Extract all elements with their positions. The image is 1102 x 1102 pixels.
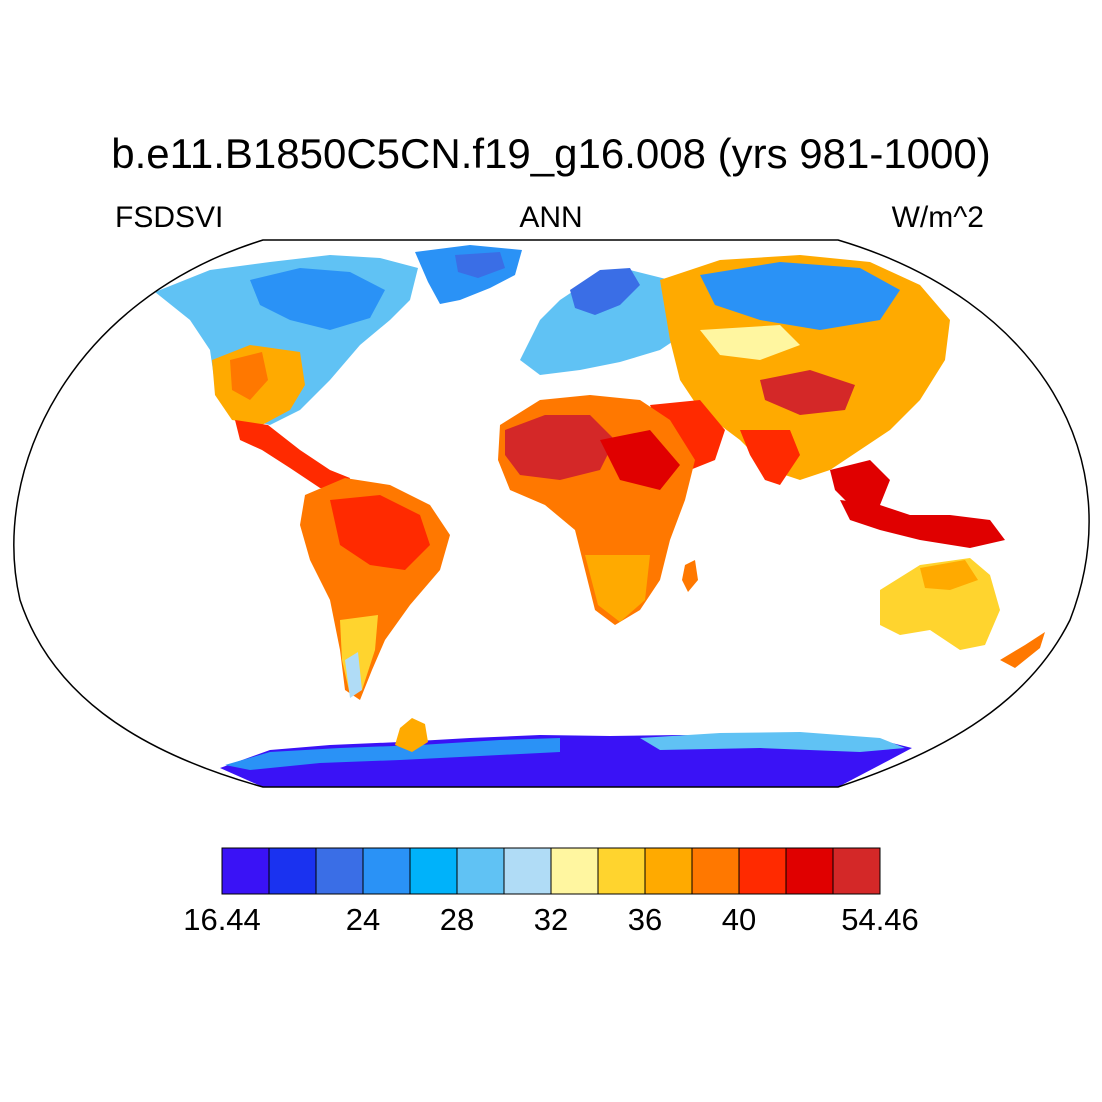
southeast-asia <box>830 460 890 505</box>
variable-label: FSDSVI <box>115 201 224 234</box>
colorbar-swatch <box>456 847 505 895</box>
europe <box>520 270 700 375</box>
colorbar-tick-label: 32 <box>533 902 569 937</box>
colorbar-tick-label: 24 <box>345 902 381 937</box>
colorbar-swatch <box>832 847 881 895</box>
amazon <box>330 495 430 570</box>
plot-title: b.e11.B1850C5CN.f19_g16.008 (yrs 981-100… <box>111 130 991 177</box>
colorbar-swatch <box>503 847 552 895</box>
australia-north <box>920 560 978 590</box>
greenland-core <box>455 252 505 278</box>
usa-southwest <box>230 352 268 400</box>
tibet <box>760 370 855 415</box>
colorbar-swatch <box>221 847 270 895</box>
colorbar-swatch <box>691 847 740 895</box>
new-zealand <box>1000 632 1045 668</box>
indonesia <box>840 500 1005 548</box>
colorbar <box>221 847 881 895</box>
canada-blue <box>250 268 385 330</box>
arabia <box>650 400 725 470</box>
colorbar-swatch <box>268 847 317 895</box>
sahel <box>600 430 680 490</box>
colorbar-swatch <box>409 847 458 895</box>
season-label: ANN <box>519 201 583 234</box>
colorbar-tick-label: 28 <box>439 902 475 937</box>
colorbar-tick-label: 54.46 <box>841 902 919 937</box>
india <box>740 430 800 485</box>
map-boundary <box>13 239 1090 788</box>
madagascar <box>682 560 698 592</box>
colorbar-tick-label: 40 <box>721 902 757 937</box>
colorbar-tick-label: 36 <box>627 902 663 937</box>
colorbar-swatch <box>785 847 834 895</box>
antarctic-peninsula <box>395 718 428 752</box>
antarctica-east-coast <box>640 732 905 752</box>
southern-africa <box>585 555 650 622</box>
siberia <box>700 262 900 330</box>
scandinavia <box>570 268 640 315</box>
units-label: W/m^2 <box>891 201 984 234</box>
colorbar-swatch <box>738 847 787 895</box>
colorbar-swatch <box>550 847 599 895</box>
patagonia <box>345 652 362 698</box>
colorbar-swatch <box>644 847 693 895</box>
sahara <box>505 415 615 480</box>
central-asia <box>700 325 800 360</box>
colorbar-swatch <box>362 847 411 895</box>
colorbar-swatch <box>597 847 646 895</box>
colorbar-swatch <box>315 847 364 895</box>
mexico <box>235 420 350 492</box>
colorbar-tick-label: 16.44 <box>183 902 261 937</box>
antarctica-coast <box>225 738 560 770</box>
land-fields <box>155 245 1045 787</box>
